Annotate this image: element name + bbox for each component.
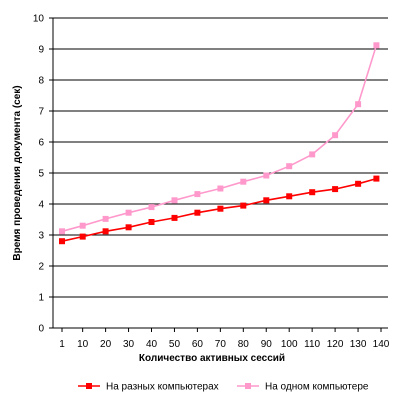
series-1-point xyxy=(79,233,86,240)
series-2-point xyxy=(79,222,86,229)
y-tick-label: 2 xyxy=(38,262,44,273)
series-2-point xyxy=(171,197,178,204)
y-tick-label: 1 xyxy=(38,293,44,304)
x-tick-label: 10 xyxy=(77,339,89,350)
series-1-point xyxy=(171,214,178,221)
series-1-point xyxy=(102,228,109,235)
legend-swatch-marker-2 xyxy=(245,383,251,389)
series-2-point xyxy=(286,163,293,170)
x-tick-label: 40 xyxy=(146,339,158,350)
series-1-point xyxy=(286,193,293,200)
x-tick-label: 90 xyxy=(261,339,273,350)
legend: На разных компьютерах На одном компьютере xyxy=(78,382,369,393)
y-tick-label: 6 xyxy=(38,138,44,149)
series-layer xyxy=(59,42,380,245)
x-tick-label: 140 xyxy=(373,339,390,350)
series-2-point xyxy=(240,178,247,185)
series-2-point xyxy=(194,191,201,198)
series-1-point xyxy=(332,186,339,193)
series-1-point xyxy=(148,219,155,225)
series-2-point xyxy=(148,204,155,211)
x-tick-label: 60 xyxy=(192,339,204,350)
series-1-point xyxy=(263,197,270,204)
series-2-point xyxy=(355,101,362,108)
y-tick-label: 10 xyxy=(33,14,45,25)
legend-swatch-marker-1 xyxy=(86,383,92,389)
x-tick-label: 80 xyxy=(238,339,250,350)
series-line-2 xyxy=(61,45,378,233)
y-axis-label: Время проведения документа (сек) xyxy=(12,85,23,260)
series-2-point xyxy=(59,228,65,235)
series-1-point xyxy=(217,205,224,212)
series-2-point xyxy=(102,215,109,222)
series-2-point xyxy=(373,42,380,49)
y-tick-label: 5 xyxy=(38,169,44,180)
series-2-point xyxy=(309,151,316,158)
legend-label-2: На одном компьютере xyxy=(265,382,369,393)
series-1-point xyxy=(125,224,132,231)
series-1-point xyxy=(194,209,201,216)
series-1-point xyxy=(373,175,380,182)
series-2-point xyxy=(125,209,132,216)
x-tick-label: 30 xyxy=(123,339,135,350)
series-1-point xyxy=(240,202,247,209)
y-tick-label: 4 xyxy=(38,200,44,211)
x-tick-label: 20 xyxy=(100,339,112,350)
series-1-point xyxy=(59,238,65,245)
y-axis-ticks: 0 1 2 3 4 5 6 7 8 9 10 xyxy=(33,14,53,335)
series-2-point xyxy=(332,132,339,139)
x-tick-label: 130 xyxy=(350,339,367,350)
series-2-point xyxy=(217,185,224,192)
y-tick-label: 3 xyxy=(38,231,44,242)
series-1-point xyxy=(309,189,316,196)
x-tick-label: 70 xyxy=(215,339,227,350)
legend-label-1: На разных компьютерах xyxy=(106,382,219,393)
series-2-point xyxy=(263,172,270,179)
series-1-point xyxy=(355,180,362,187)
y-tick-label: 8 xyxy=(38,76,44,87)
x-tick-label: 50 xyxy=(169,339,181,350)
x-tick-label: 1 xyxy=(59,339,65,350)
y-tick-label: 7 xyxy=(38,107,44,118)
x-tick-label: 120 xyxy=(327,339,344,350)
gridlines xyxy=(53,17,388,298)
y-tick-label: 0 xyxy=(38,324,44,335)
x-tick-label: 110 xyxy=(304,339,320,350)
x-axis-ticks: 1 10 20 30 40 50 60 70 80 90 100 110 120 130 140 xyxy=(59,328,390,350)
x-axis-label: Количество активных сессий xyxy=(139,353,285,364)
y-tick-label: 9 xyxy=(38,45,44,56)
x-tick-label: 100 xyxy=(281,339,298,350)
